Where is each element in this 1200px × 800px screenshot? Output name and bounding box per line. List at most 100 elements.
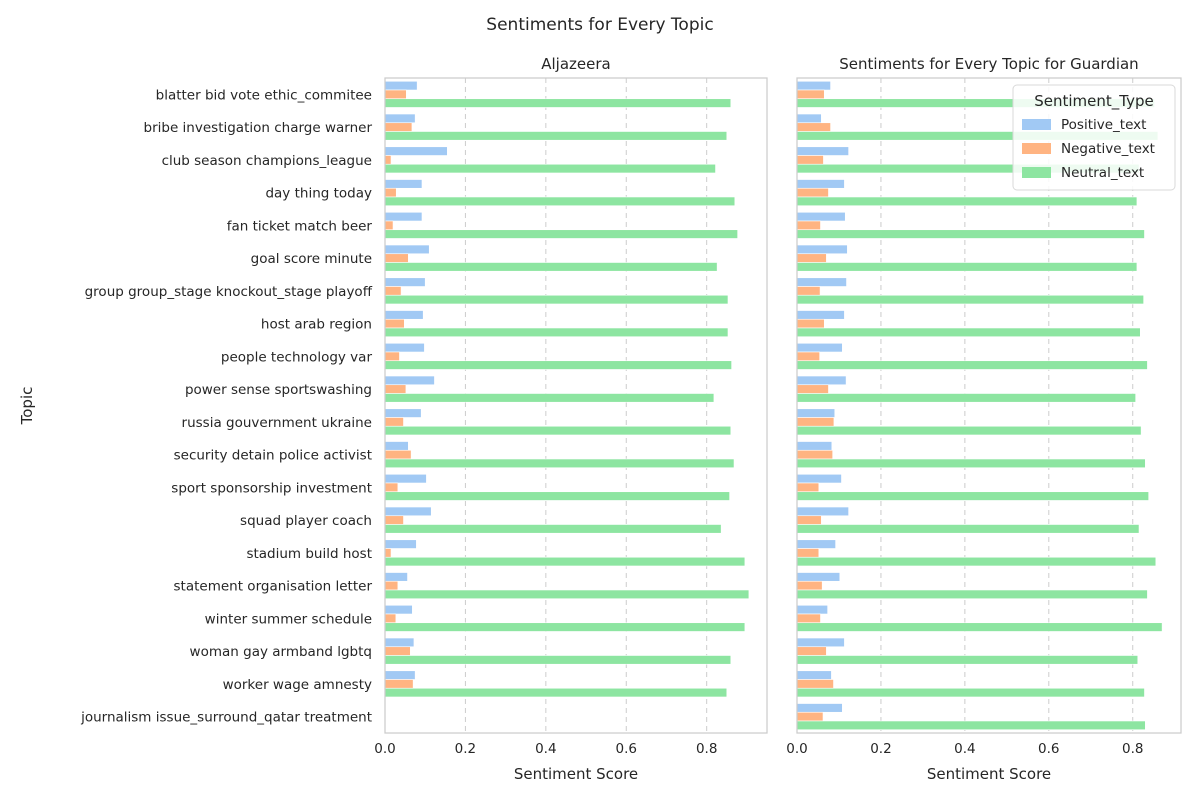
y-tick-label: journalism issue_surround_qatar treatmen… bbox=[80, 710, 372, 726]
y-tick-label: day thing today bbox=[265, 186, 372, 202]
bar-positive-text bbox=[384, 604, 413, 615]
legend-label: Negative_text bbox=[1061, 141, 1155, 157]
x-axis-label: Sentiment Score bbox=[514, 765, 638, 783]
bar-neutral-text bbox=[384, 687, 728, 698]
bar-positive-text bbox=[796, 703, 843, 713]
bar-neutral-text bbox=[796, 458, 1146, 469]
y-tick-label: people technology var bbox=[221, 349, 373, 365]
bar-negative-text bbox=[796, 646, 827, 656]
bar-positive-text bbox=[796, 539, 836, 549]
bar-positive-text bbox=[384, 146, 448, 156]
bar-negative-text bbox=[384, 351, 400, 362]
bar-neutral-text bbox=[384, 556, 746, 567]
bar-negative-text bbox=[384, 220, 394, 231]
y-tick-label: group group_stage knockout_stage playoff bbox=[85, 284, 373, 300]
bar-positive-text bbox=[796, 572, 841, 582]
bar-neutral-text bbox=[384, 589, 750, 600]
bar-negative-text bbox=[384, 318, 405, 329]
bar-positive-text bbox=[384, 637, 415, 648]
bar-negative-text bbox=[384, 679, 414, 689]
bar-positive-text bbox=[796, 310, 845, 320]
legend: Sentiment_Type Positive_text Negative_text… bbox=[1012, 84, 1176, 191]
bar-negative-text bbox=[384, 155, 392, 165]
y-tick-label: woman gay armband lgbtq bbox=[190, 644, 372, 660]
figure-title: Sentiments for Every Topic bbox=[486, 15, 713, 35]
bar-positive-text bbox=[384, 539, 417, 549]
aljazeera-axes: 0.0 0.2 0.4 0.6 0.8 blatter bid vote ethic_co… bbox=[18, 55, 768, 783]
y-tick-label: worker wage amnesty bbox=[223, 677, 372, 693]
x-tick-label: 0.6 bbox=[616, 741, 637, 757]
axes-title: Aljazeera bbox=[541, 55, 610, 73]
bar-negative-text bbox=[796, 220, 821, 231]
bar-neutral-text bbox=[384, 262, 718, 272]
legend-title: Sentiment_Type bbox=[1034, 92, 1154, 111]
bar-negative-text bbox=[796, 482, 820, 493]
legend-label: Neutral_text bbox=[1061, 165, 1144, 181]
bar-neutral-text bbox=[384, 425, 732, 436]
bar-neutral-text bbox=[796, 589, 1148, 600]
bar-positive-text bbox=[796, 506, 849, 517]
bar-positive-text bbox=[796, 604, 828, 615]
bar-negative-text bbox=[796, 449, 833, 460]
bar-neutral-text bbox=[384, 393, 715, 403]
x-tick-label: 0.0 bbox=[786, 741, 807, 757]
bar-negative-text bbox=[796, 155, 824, 165]
bar-neutral-text bbox=[796, 294, 1144, 305]
bar-neutral-text bbox=[384, 98, 732, 108]
bar-neutral-text bbox=[796, 327, 1141, 338]
bar-positive-text bbox=[384, 310, 424, 320]
legend-label: Positive_text bbox=[1061, 117, 1146, 133]
legend-swatch-negative-text bbox=[1022, 143, 1051, 154]
bar-negative-text bbox=[796, 351, 820, 362]
bar-negative-text bbox=[384, 122, 413, 132]
bar-negative-text bbox=[796, 253, 827, 263]
y-tick-label: blatter bid vote ethic_commitee bbox=[156, 87, 372, 103]
bar-negative-text bbox=[384, 548, 392, 558]
bar-neutral-text bbox=[384, 622, 746, 632]
legend-swatch-positive-text bbox=[1022, 119, 1051, 130]
bar-negative-text bbox=[796, 417, 835, 427]
x-tick-label: 0.4 bbox=[535, 741, 556, 757]
bar-neutral-text bbox=[796, 622, 1163, 632]
y-tick-label: stadium build host bbox=[246, 546, 372, 562]
bar-negative-text bbox=[384, 482, 399, 493]
y-tick-label: goal score minute bbox=[251, 251, 372, 267]
y-tick-label: host arab region bbox=[261, 317, 372, 333]
y-tick-label: sport sponsorship investment bbox=[171, 480, 372, 496]
bar-neutral-text bbox=[384, 655, 732, 665]
bar-positive-text bbox=[796, 441, 833, 451]
bar-negative-text bbox=[384, 286, 402, 296]
bar-negative-text bbox=[796, 580, 823, 591]
legend-swatch-neutral-text bbox=[1022, 167, 1051, 178]
bar-neutral-text bbox=[796, 393, 1136, 403]
bar-negative-text bbox=[796, 613, 821, 624]
bar-neutral-text bbox=[384, 360, 732, 370]
bar-negative-text bbox=[384, 449, 412, 460]
bar-positive-text bbox=[384, 572, 408, 582]
bar-positive-text bbox=[384, 113, 416, 124]
bar-positive-text bbox=[384, 277, 426, 287]
x-tick-label: 0.2 bbox=[455, 741, 476, 757]
y-tick-label: club season champions_league bbox=[162, 153, 372, 169]
bar-neutral-text bbox=[796, 556, 1157, 567]
y-tick-label: power sense sportswashing bbox=[185, 382, 372, 398]
bar-positive-text bbox=[796, 113, 822, 124]
bar-negative-text bbox=[796, 122, 831, 132]
bar-neutral-text bbox=[384, 458, 735, 469]
bar-positive-text bbox=[384, 670, 416, 680]
bar-positive-text bbox=[796, 146, 849, 156]
bar-positive-text bbox=[384, 342, 425, 353]
x-tick-label: 0.0 bbox=[374, 741, 395, 757]
bar-negative-text bbox=[796, 187, 829, 198]
bar-neutral-text bbox=[384, 131, 728, 141]
guardian-axes: 0.0 0.2 0.4 0.6 0.8 Sentiments for Every Topi… bbox=[786, 55, 1182, 783]
bar-negative-text bbox=[796, 384, 829, 394]
bar-positive-text bbox=[384, 211, 423, 222]
bar-neutral-text bbox=[384, 327, 729, 338]
y-tick-label: russia gouvernment ukraine bbox=[182, 415, 372, 431]
bar-positive-text bbox=[384, 244, 430, 255]
bar-negative-text bbox=[796, 548, 820, 558]
bar-neutral-text bbox=[384, 491, 730, 501]
bar-negative-text bbox=[796, 318, 825, 329]
